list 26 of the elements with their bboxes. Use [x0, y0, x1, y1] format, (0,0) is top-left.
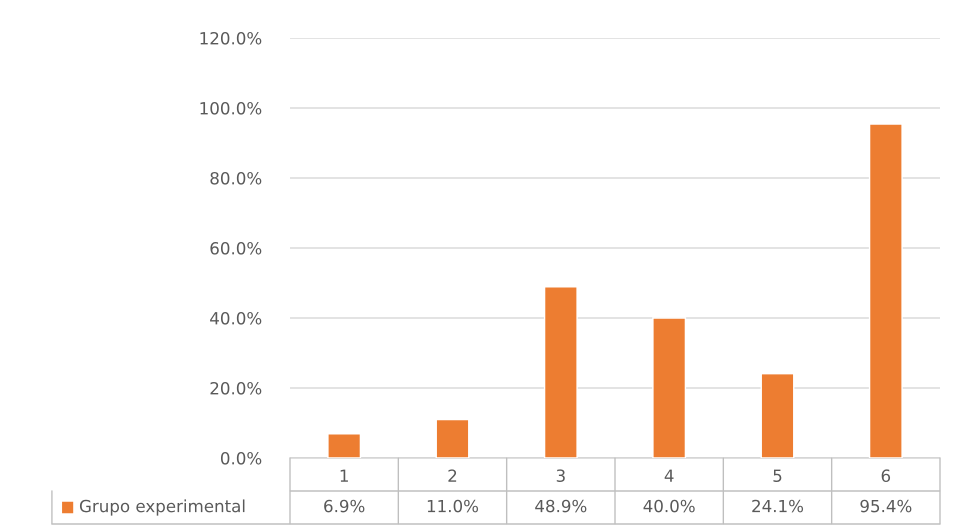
y-tick-label: 20.0% [210, 382, 262, 395]
x-tick-label: 4 [664, 470, 674, 482]
y-tick-label: 100.0% [200, 102, 262, 115]
bar [327, 433, 362, 458]
data-label: 95.4% [860, 500, 912, 512]
legend-label: Grupo experimental [80, 499, 244, 516]
bar [760, 372, 794, 458]
bar [652, 317, 686, 458]
data-label: 24.1% [752, 500, 804, 512]
data-label: 40.0% [644, 500, 695, 512]
bar [544, 286, 578, 458]
data-label: 6.9% [324, 500, 364, 512]
bar [868, 123, 903, 458]
data-label: 11.0% [428, 500, 478, 512]
x-tick-label: 5 [773, 470, 782, 482]
y-tick-label: 120.0% [200, 32, 262, 45]
x-tick-label: 3 [556, 469, 565, 482]
y-tick-label: 60.0% [210, 242, 262, 255]
x-tick-label: 6 [882, 469, 890, 482]
y-tick-label: 0.0% [220, 452, 262, 465]
y-tick-label: 80.0% [210, 172, 262, 185]
y-tick-label: 40.0% [210, 312, 262, 325]
data-label: 48.9% [535, 500, 586, 512]
bar [436, 418, 470, 458]
x-tick-label: 1 [340, 470, 348, 482]
x-tick-label: 2 [448, 469, 456, 482]
